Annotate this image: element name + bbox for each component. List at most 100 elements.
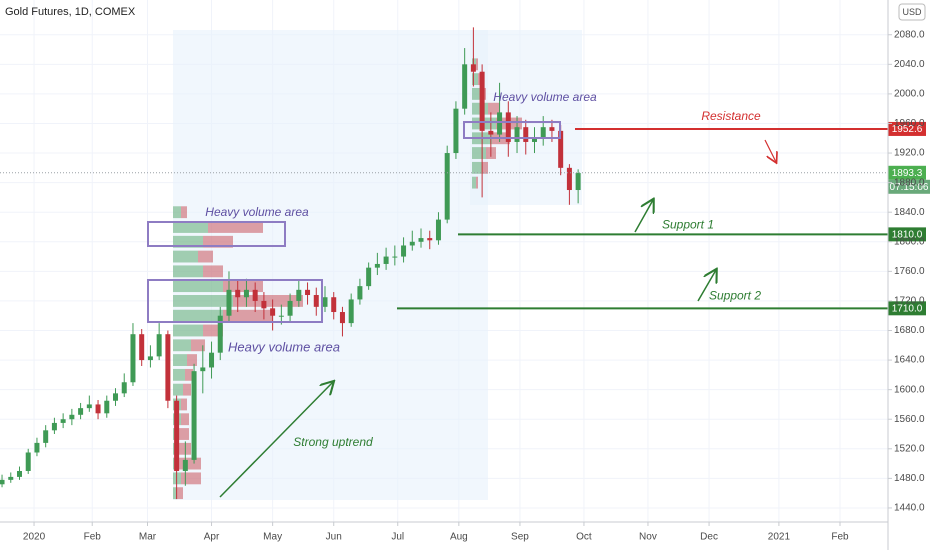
candle-body bbox=[435, 219, 441, 241]
candle-body bbox=[165, 334, 171, 401]
candle-body bbox=[60, 419, 66, 423]
candle-body bbox=[278, 315, 284, 317]
profile-down bbox=[203, 265, 223, 278]
profile-up bbox=[173, 295, 233, 307]
y-tick-label: 2000.0 bbox=[894, 89, 925, 100]
profile-down bbox=[208, 221, 263, 233]
price-badge bbox=[888, 165, 926, 180]
y-tick-label: 1800.0 bbox=[894, 236, 925, 247]
arrow bbox=[634, 200, 653, 233]
candle-body bbox=[462, 64, 468, 109]
candle-body bbox=[505, 112, 511, 142]
y-tick-label: 1840.0 bbox=[894, 207, 925, 218]
profile-up bbox=[173, 265, 203, 278]
x-tick-label: Sep bbox=[511, 532, 529, 543]
profile-down bbox=[179, 428, 189, 440]
candle-body bbox=[497, 112, 503, 135]
x-tick-label: Apr bbox=[204, 532, 220, 543]
currency[interactable]: USD bbox=[902, 7, 922, 17]
profile-down bbox=[179, 457, 201, 470]
x-tick-label: Jun bbox=[326, 532, 342, 543]
candle-body bbox=[549, 127, 555, 131]
profile-up bbox=[173, 280, 223, 293]
candle-body bbox=[209, 352, 215, 368]
profile-up bbox=[173, 250, 198, 263]
candle-body bbox=[25, 452, 31, 471]
y-tick-label: 2080.0 bbox=[894, 29, 925, 40]
candle-body bbox=[453, 108, 459, 154]
annotation: Heavy volume area bbox=[228, 339, 340, 354]
x-tick-label: Aug bbox=[450, 532, 468, 543]
profile-down bbox=[476, 58, 478, 71]
profile-up bbox=[472, 161, 482, 174]
currency-button[interactable] bbox=[898, 3, 926, 21]
candle-body bbox=[339, 312, 345, 324]
y-tick-label: 1600.0 bbox=[894, 384, 925, 395]
candle-body bbox=[392, 256, 398, 258]
profile-down bbox=[183, 383, 191, 396]
candle-body bbox=[243, 289, 249, 298]
x-tick-label: May bbox=[263, 532, 282, 543]
candle-body bbox=[383, 256, 389, 264]
x-tick-label: 2020 bbox=[23, 532, 46, 543]
profile-down bbox=[223, 309, 273, 322]
candle-body bbox=[566, 167, 572, 191]
annotation: Heavy volume area bbox=[205, 205, 309, 219]
candle-body bbox=[121, 382, 127, 394]
x-tick-label: Oct bbox=[576, 532, 592, 543]
candle-body bbox=[287, 300, 293, 316]
candle-body bbox=[357, 286, 363, 300]
candle-body bbox=[156, 334, 162, 357]
y-tick-label: 1520.0 bbox=[894, 443, 925, 454]
arrow bbox=[764, 139, 776, 162]
countdown: 07:15:06 bbox=[890, 182, 929, 193]
x-tick-label: Jul bbox=[391, 532, 404, 543]
candle-body bbox=[296, 289, 302, 301]
candle-body bbox=[34, 442, 40, 453]
y-tick-label: 1480.0 bbox=[894, 473, 925, 484]
x-tick-label: Nov bbox=[639, 532, 657, 543]
profile-up bbox=[472, 147, 486, 159]
candle-body bbox=[270, 308, 276, 316]
candle-body bbox=[374, 263, 380, 268]
candle-body bbox=[409, 241, 415, 246]
annotation: Strong uptrend bbox=[293, 435, 373, 449]
candle-body bbox=[313, 295, 319, 307]
x-tick-label: Mar bbox=[139, 532, 157, 543]
x-tick-label: Feb bbox=[84, 532, 102, 543]
profile-up bbox=[173, 354, 187, 366]
profile-up bbox=[173, 383, 183, 396]
price-badge-label: 1810.0 bbox=[892, 230, 923, 241]
profile-down bbox=[181, 206, 187, 219]
price-badge-label: 1710.0 bbox=[892, 303, 923, 314]
candle-body bbox=[444, 153, 450, 220]
candle-body bbox=[531, 138, 537, 142]
y-tick-label: 1960.0 bbox=[894, 118, 925, 129]
zone-box bbox=[463, 121, 561, 139]
profile-down bbox=[482, 161, 488, 174]
profile-down bbox=[181, 472, 201, 485]
candle-body bbox=[95, 404, 101, 414]
candle-body bbox=[43, 430, 49, 443]
candle-body bbox=[514, 127, 520, 142]
candle-body bbox=[235, 289, 241, 298]
y-tick-label: 1760.0 bbox=[894, 266, 925, 277]
y-tick-label: 1440.0 bbox=[894, 503, 925, 514]
candle-body bbox=[86, 404, 92, 409]
zone-box bbox=[147, 279, 323, 323]
y-tick-label: 2040.0 bbox=[894, 59, 925, 70]
y-tick-label: 1720.0 bbox=[894, 296, 925, 307]
candles bbox=[0, 27, 581, 500]
level-name: Resistance bbox=[701, 109, 761, 123]
candle-body bbox=[69, 414, 75, 420]
profile-up bbox=[472, 176, 476, 189]
axes: 1440.0 1480.0 1520.0 1560.0 1600.0 1640.0 1680… bbox=[23, 29, 925, 542]
profile-range bbox=[173, 30, 488, 500]
profile-up bbox=[472, 87, 480, 100]
profile-up bbox=[173, 324, 203, 337]
candle-body bbox=[217, 315, 223, 353]
profile-up bbox=[173, 339, 191, 352]
arrow bbox=[219, 382, 333, 498]
